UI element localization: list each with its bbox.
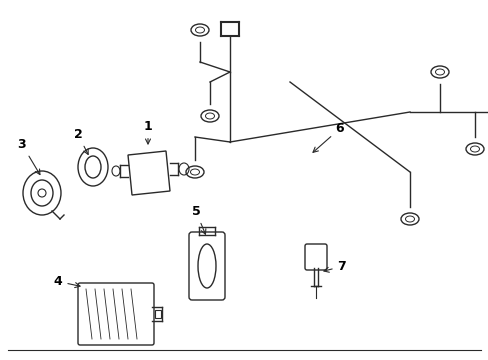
Bar	[155, 310, 161, 318]
Text: 5: 5	[191, 205, 205, 234]
Text: 6: 6	[312, 122, 344, 152]
Text: 4: 4	[54, 275, 80, 288]
Text: 3: 3	[18, 138, 40, 175]
Text: 1: 1	[143, 120, 152, 144]
Text: 7: 7	[323, 260, 346, 273]
Text: 2: 2	[74, 128, 88, 154]
